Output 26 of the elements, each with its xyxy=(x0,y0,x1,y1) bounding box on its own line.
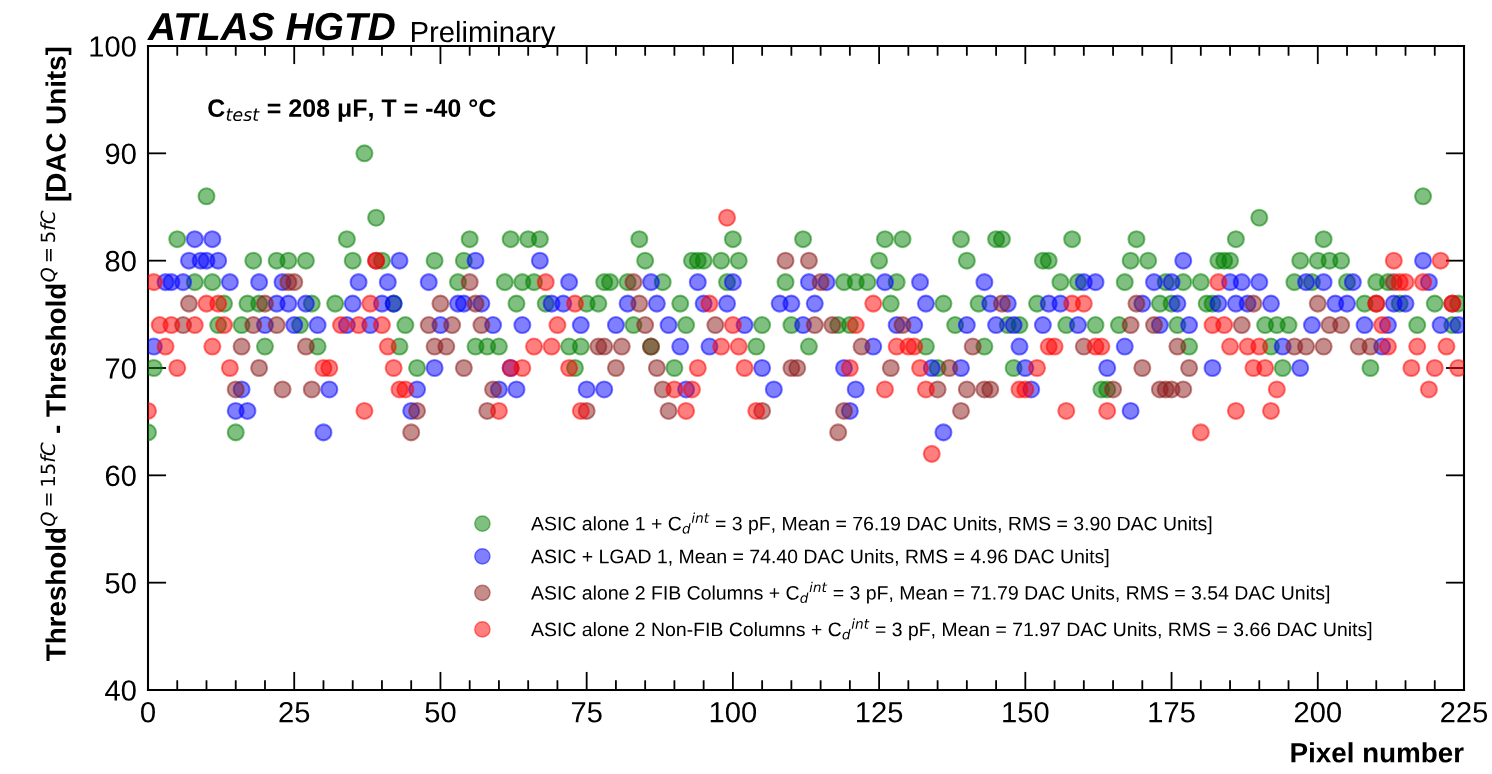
y-tick-label: 60 xyxy=(105,465,136,487)
x-tick-label: 25 xyxy=(279,701,310,723)
y-tick-label: 40 xyxy=(105,680,136,701)
x-tick-label: 100 xyxy=(710,701,757,723)
x-tick-label: 75 xyxy=(571,702,602,723)
x-tick-label: 225 xyxy=(1441,701,1488,723)
y-tick-label: 90 xyxy=(105,143,136,165)
y-tick-label: 100 xyxy=(90,36,136,57)
annotation: C$_{test}$ = 208 μF, T = -40 °C xyxy=(208,99,496,122)
y-tick-label: 70 xyxy=(105,358,136,379)
x-tick-label: 50 xyxy=(425,701,456,723)
legend-label: ASIC alone 1 + C$_{d}$$^{int}$ = 3 pF, Mean = 76.19 DAC Units, RMS = 3.90 DAC Units] xyxy=(531,512,1212,535)
legend-label: ASIC alone 2 FIB Columns + C$_{d}$$^{int}$ = 3 pF, Mean = 71.79 DAC Units, RMS = 3.54 DAC Units] xyxy=(531,581,1330,604)
legend-label: ASIC + LGAD 1, Mean = 74.40 DAC Units, RMS = 4.96 DAC Units] xyxy=(531,549,1109,568)
y-tick-label: 80 xyxy=(105,250,136,272)
legend-label: ASIC alone 2 Non-FIB Columns + C$_{d}$$^{int}$ = 3 pF, Mean = 71.97 DAC Units, RMS = 3.66 DAC Units] xyxy=(531,618,1372,641)
y-axis-title: Threshold$^{Q=15fC}$ - Threshold$^{Q=5fC}$ [DAC Units] xyxy=(40,47,72,661)
x-axis-title: Pixel number xyxy=(1291,742,1464,763)
x-tick-label: 125 xyxy=(857,701,903,723)
x-tick-label: 150 xyxy=(1003,701,1049,723)
x-tick-label: 200 xyxy=(1294,701,1341,723)
chart-title: ATLAS HGTD xyxy=(147,12,395,41)
x-tick-label: 175 xyxy=(1149,702,1195,723)
chart-subtitle: Preliminary xyxy=(412,20,556,49)
x-tick-label: 0 xyxy=(141,701,155,723)
y-tick-label: 50 xyxy=(105,572,136,594)
